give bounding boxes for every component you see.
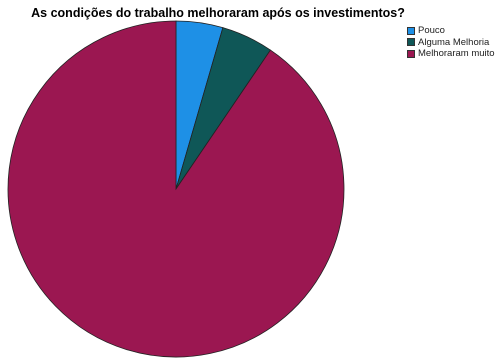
- pie-slice-melhoraram-muito: [7, 20, 345, 358]
- legend-swatch-pouco: [407, 26, 415, 35]
- legend-label-alguma-melhoria: Alguma Melhoria: [418, 36, 490, 48]
- legend-label-pouco: Pouco: [418, 25, 445, 37]
- legend-label-melhoraram-muito: Melhoraram muito: [418, 48, 495, 60]
- legend-item-pouco: Pouco: [407, 25, 495, 37]
- legend: Pouco Alguma Melhoria Melhoraram muito: [407, 25, 495, 60]
- chart-title: As condições do trabalho melhoraram após…: [31, 6, 405, 20]
- legend-item-alguma-melhoria: Alguma Melhoria: [407, 37, 495, 49]
- legend-swatch-alguma-melhoria: [407, 38, 415, 47]
- legend-swatch-melhoraram-muito: [407, 49, 415, 58]
- legend-item-melhoraram-muito: Melhoraram muito: [407, 48, 495, 60]
